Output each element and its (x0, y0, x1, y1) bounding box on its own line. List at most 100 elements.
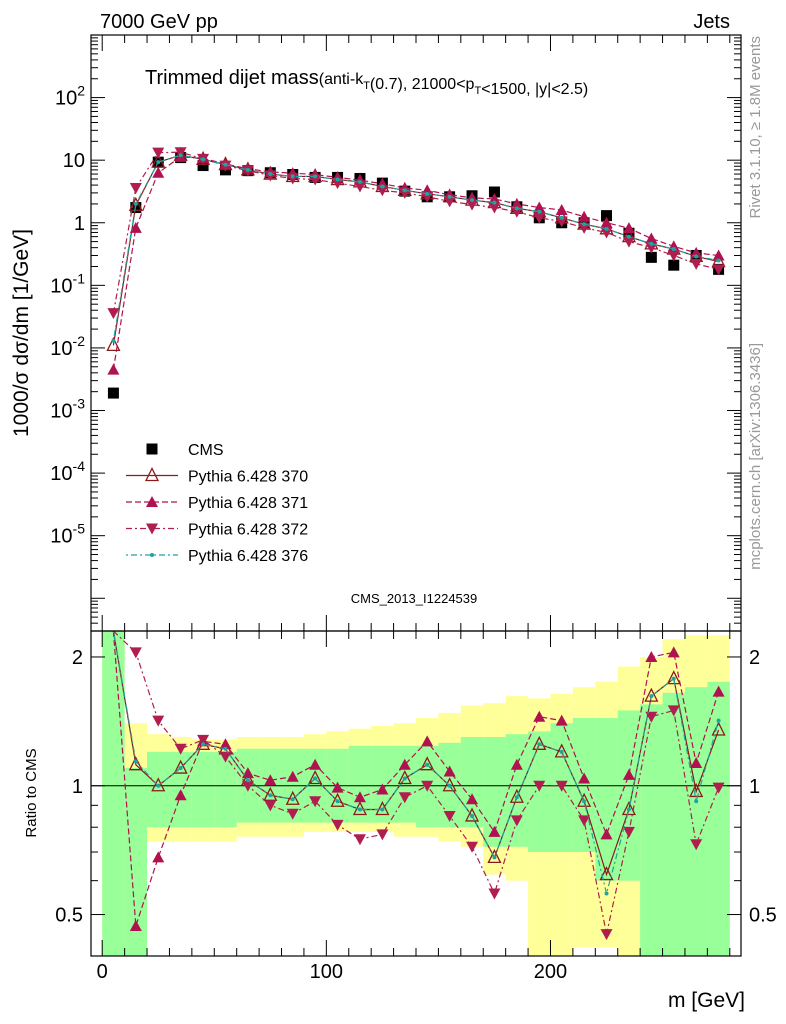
series-p376 (111, 153, 721, 343)
band-inner-bin (124, 768, 148, 956)
series-p370 (106, 146, 726, 351)
ratio-point-p376 (245, 778, 250, 783)
legend-marker-p371 (146, 496, 158, 507)
ratio-point-p370 (554, 743, 569, 758)
legend-entry: CMS (146, 442, 224, 459)
point-p372 (622, 236, 635, 248)
point-p376 (268, 172, 273, 177)
ratio-line-p371 (112, 630, 720, 927)
ratio-point-p370 (509, 788, 524, 803)
ratio-point-p370 (532, 735, 547, 750)
ratio-point-p370 (330, 792, 345, 807)
main-ytick-label: 10-3 (50, 396, 85, 423)
ratio-point-p376 (582, 799, 587, 804)
ratio-point-p372 (578, 815, 591, 827)
ratio-point-p371 (443, 765, 456, 777)
ratio-point-p370 (599, 866, 614, 881)
point-p376 (447, 194, 452, 199)
point-p372 (466, 199, 479, 211)
band-inner-bin (147, 751, 170, 828)
legend-entry: Pythia 6.428 376 (126, 548, 308, 565)
point-p371 (107, 363, 120, 375)
point-p376 (111, 338, 116, 343)
ratio-point-p370 (173, 759, 188, 774)
point-data (668, 259, 680, 271)
series-line-p376 (112, 154, 719, 341)
ratio-point-p371 (264, 774, 277, 786)
point-p371 (622, 222, 635, 234)
ratio-ytick-label-right: 0.5 (749, 905, 777, 927)
point-data (107, 387, 119, 399)
point-p370 (106, 336, 121, 351)
band-inner-bin (707, 681, 730, 956)
ratio-point-p372 (443, 810, 456, 822)
point-p376 (335, 177, 340, 182)
point-p372 (286, 173, 299, 185)
ratio-point-p372 (219, 751, 232, 763)
ratio-point-p371 (353, 791, 366, 803)
analysis-watermark: CMS_2013_I1224539 (351, 591, 478, 606)
point-p372 (309, 174, 322, 186)
point-p372 (488, 202, 501, 214)
ratio-point-p371 (376, 783, 389, 795)
point-p370 (128, 196, 143, 211)
point-p376 (492, 200, 497, 205)
ratio-point-p370 (285, 790, 300, 805)
ratio-point-p372 (645, 711, 658, 723)
point-p371 (533, 201, 546, 213)
title-sub: (anti-kT(0.7), 21000<pT<1500, |y|<2.5) (319, 71, 589, 98)
point-p372 (129, 182, 142, 194)
ratio-point-p376 (649, 694, 654, 699)
main-ytick-label: 102 (55, 83, 85, 110)
ratio-series-p371 (112, 630, 725, 932)
point-p371 (600, 216, 613, 228)
point-p376 (201, 157, 206, 162)
ratio-series-p376 (112, 630, 721, 896)
point-p376 (380, 184, 385, 189)
ratio-point-p372 (152, 715, 165, 727)
series-line-p371 (112, 156, 719, 370)
point-data (488, 186, 500, 198)
point-data (197, 160, 209, 172)
ratio-point-p372 (690, 839, 703, 851)
ratio-point-p376 (626, 807, 631, 812)
band-inner-bin (191, 751, 215, 828)
xtick-label: 0 (97, 961, 108, 983)
ratio-point-p371 (667, 646, 680, 658)
ratio-point-p371 (555, 714, 568, 726)
main-plot-series (106, 146, 726, 399)
ratio-point-p376 (492, 855, 497, 860)
point-p372 (107, 308, 120, 320)
ratio-point-p372 (174, 743, 187, 755)
ratio-point-p370 (375, 801, 390, 816)
legend-label: CMS (188, 442, 224, 459)
ratio-point-p376 (156, 783, 161, 788)
point-p376 (357, 179, 362, 184)
point-p376 (470, 198, 475, 203)
ratio-point-p370 (263, 786, 278, 801)
point-p371 (555, 203, 568, 215)
ratio-point-p372 (667, 705, 680, 717)
ratio-point-p371 (421, 735, 434, 747)
ratio-ytick-label-right: 1 (749, 776, 760, 798)
ratio-ytick-label-left: 1 (72, 776, 83, 798)
ratio-point-p372 (129, 647, 142, 659)
xtick-label: 100 (310, 961, 343, 983)
title-main: Trimmed dijet mass (145, 67, 319, 89)
ratio-point-p371 (152, 851, 165, 863)
point-p376 (402, 188, 407, 193)
ratio-point-p371 (712, 685, 725, 697)
point-p376 (133, 201, 138, 206)
point-p372 (174, 147, 187, 159)
ratio-point-p371 (241, 767, 254, 779)
ratio-point-p376 (470, 813, 475, 818)
legend-label: Pythia 6.428 376 (188, 548, 308, 565)
ratio-point-p372 (241, 780, 254, 792)
ratio-point-p370 (487, 848, 502, 864)
ratio-point-p371 (286, 770, 299, 782)
band-inner-bin (348, 745, 372, 823)
series-line-p370 (112, 154, 719, 346)
point-p376 (514, 206, 519, 211)
ratio-point-p371 (488, 825, 501, 837)
main-ytick-label: 1 (74, 213, 85, 235)
